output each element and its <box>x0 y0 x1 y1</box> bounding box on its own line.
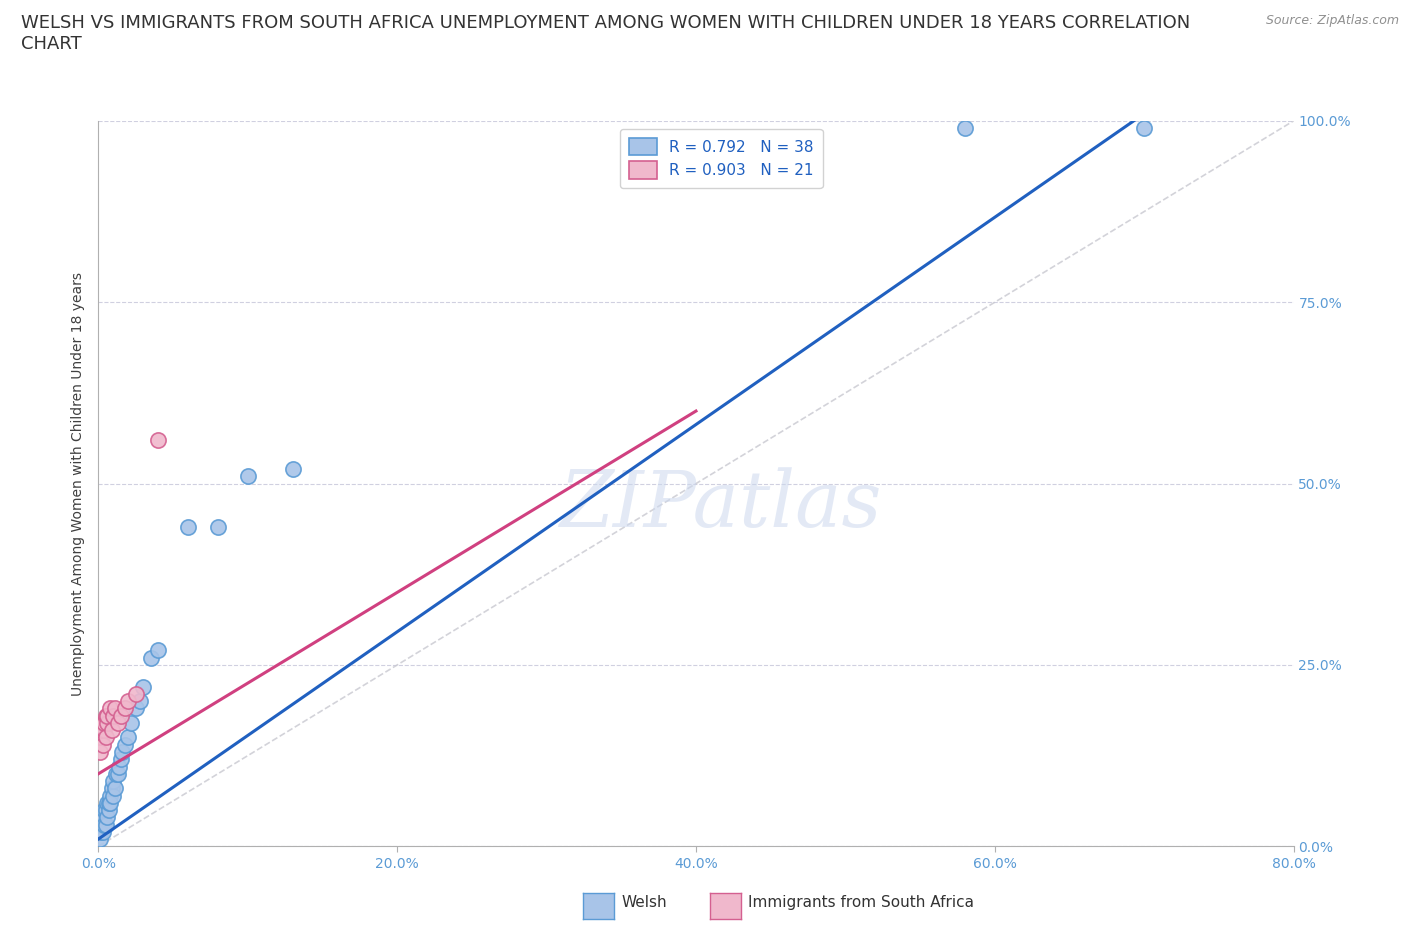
Point <box>108 759 131 774</box>
Point <box>90 824 112 839</box>
Text: Source: ZipAtlas.com: Source: ZipAtlas.com <box>1265 14 1399 27</box>
Point <box>101 723 124 737</box>
Point <box>94 803 117 817</box>
Point <box>93 723 115 737</box>
Point <box>148 432 170 447</box>
Point <box>120 715 142 730</box>
Point <box>100 788 122 803</box>
Point <box>139 650 162 665</box>
Point <box>94 730 117 745</box>
Point <box>91 810 114 825</box>
Point <box>91 715 114 730</box>
Point <box>125 701 148 716</box>
Point <box>132 679 155 694</box>
Point <box>104 781 127 796</box>
Point <box>114 701 136 716</box>
Text: Welsh: Welsh <box>621 895 666 910</box>
Point <box>101 781 124 796</box>
Y-axis label: Unemployment Among Women with Children Under 18 years: Unemployment Among Women with Children U… <box>72 272 86 696</box>
Point <box>110 709 132 724</box>
Text: Immigrants from South Africa: Immigrants from South Africa <box>748 895 974 910</box>
Point <box>103 709 125 724</box>
Point <box>93 817 115 832</box>
Point <box>97 795 120 810</box>
Point <box>103 774 125 789</box>
Point <box>105 766 128 781</box>
Point <box>94 709 117 724</box>
Text: CHART: CHART <box>21 35 82 53</box>
Point <box>107 766 129 781</box>
Point <box>114 737 136 752</box>
Point <box>97 803 120 817</box>
Point <box>96 795 118 810</box>
Point <box>104 701 127 716</box>
Point <box>93 715 115 730</box>
Point <box>96 715 118 730</box>
Point <box>100 795 122 810</box>
Point <box>96 709 118 724</box>
Point <box>207 520 229 535</box>
Point <box>110 751 132 766</box>
Point <box>91 737 114 752</box>
Point <box>129 694 152 709</box>
Point <box>1133 121 1156 136</box>
Point <box>89 831 111 846</box>
Point <box>94 817 117 832</box>
Legend: R = 0.792   N = 38, R = 0.903   N = 21: R = 0.792 N = 38, R = 0.903 N = 21 <box>620 128 823 188</box>
Point <box>117 730 139 745</box>
Point <box>103 788 125 803</box>
Point <box>91 824 114 839</box>
Point <box>96 810 118 825</box>
Point <box>236 469 259 484</box>
Point <box>100 701 122 716</box>
Point <box>107 715 129 730</box>
Text: ZIPatlas: ZIPatlas <box>558 467 882 543</box>
Point <box>148 643 170 658</box>
Point <box>125 686 148 701</box>
Point <box>90 817 112 832</box>
Point <box>89 745 111 760</box>
Point <box>111 745 134 760</box>
Point <box>953 121 976 136</box>
Text: WELSH VS IMMIGRANTS FROM SOUTH AFRICA UNEMPLOYMENT AMONG WOMEN WITH CHILDREN UND: WELSH VS IMMIGRANTS FROM SOUTH AFRICA UN… <box>21 14 1191 32</box>
Point <box>281 461 304 476</box>
Point <box>90 723 112 737</box>
Point <box>117 694 139 709</box>
Point <box>177 520 200 535</box>
Point <box>93 803 115 817</box>
Point <box>90 730 112 745</box>
